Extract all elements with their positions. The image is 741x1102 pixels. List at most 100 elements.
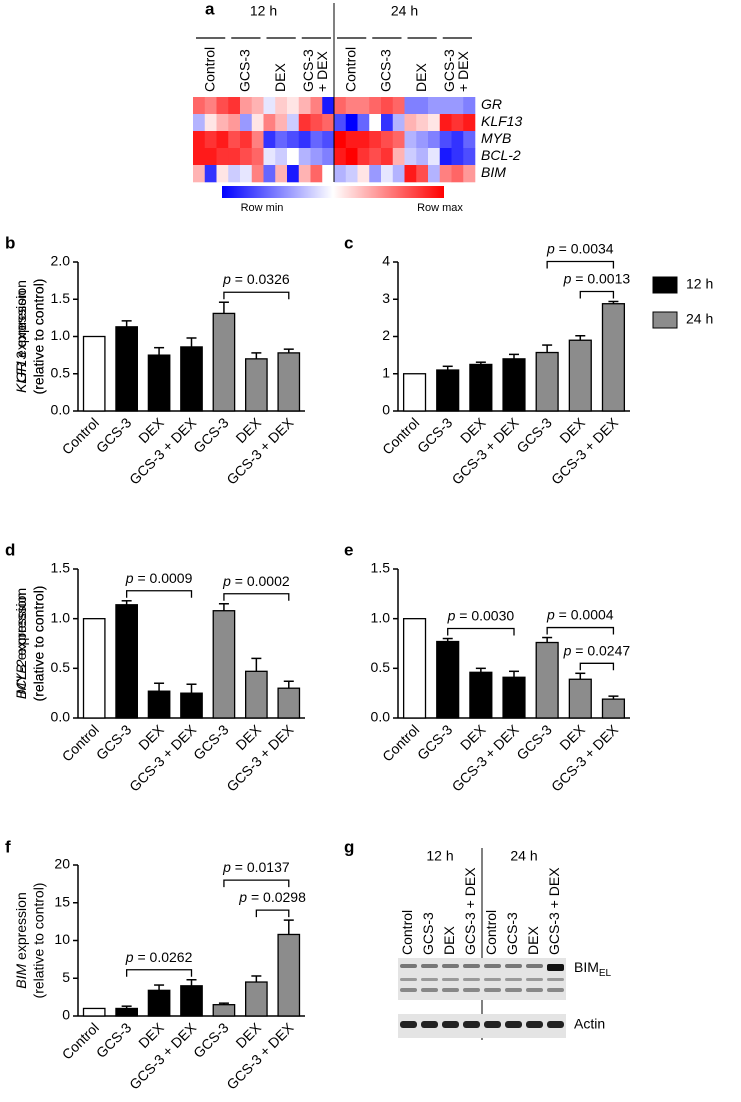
heatmap-cell xyxy=(369,114,382,132)
x-tick-label: Control xyxy=(379,721,422,764)
heatmap-cell xyxy=(287,165,300,183)
blot-band xyxy=(421,978,438,981)
x-tick-label: GCS-3 xyxy=(93,1019,135,1061)
blot-band xyxy=(526,978,543,981)
heatmap-cell xyxy=(369,165,382,183)
p-value: p = 0.0247 xyxy=(563,642,631,658)
row-label: MYB xyxy=(481,130,511,146)
heatmap-cell xyxy=(381,114,394,132)
time-label: 12 h xyxy=(250,3,277,19)
x-tick-label: Control xyxy=(59,721,102,764)
heatmap-cell xyxy=(193,148,206,166)
heatmap-cell xyxy=(439,114,452,132)
heatmap-cell xyxy=(463,114,476,132)
heatmap-cell xyxy=(228,131,241,149)
heatmap-cell xyxy=(275,165,288,183)
significance-bracket xyxy=(125,590,193,598)
panel-letter: c xyxy=(344,233,353,252)
bar xyxy=(115,1007,138,1017)
group-label: DEX xyxy=(413,63,429,92)
bar xyxy=(212,610,236,719)
bar xyxy=(535,351,559,412)
colorbar-label: Row max xyxy=(417,202,463,214)
x-tick-label: GCS-3 xyxy=(414,721,456,763)
blot-band xyxy=(400,964,417,968)
y-tick-label: 20 xyxy=(54,856,70,872)
y-axis-label: (relative to control) xyxy=(31,279,47,395)
blot-band xyxy=(421,964,438,968)
heatmap-cell xyxy=(263,148,276,166)
panel-letter: b xyxy=(5,233,15,252)
bar xyxy=(82,618,106,719)
y-tick-label: 1.0 xyxy=(371,609,391,625)
y-axis-label-text: expression xyxy=(13,280,29,348)
y-tick-label: 1.5 xyxy=(371,560,391,576)
blot-band xyxy=(526,988,543,992)
heatmap-cell xyxy=(251,97,264,115)
heatmap-cell xyxy=(463,97,476,115)
heatmap-cell xyxy=(404,131,417,149)
band-label: Actin xyxy=(574,1016,605,1032)
p-value: p = 0.0004 xyxy=(546,606,614,622)
p-value: p = 0.0030 xyxy=(447,607,515,623)
significance-bracket xyxy=(125,969,193,977)
heatmap-cell xyxy=(439,131,452,149)
bar xyxy=(277,687,301,719)
heatmap-cell xyxy=(451,148,464,166)
significance-bracket xyxy=(223,291,290,300)
heatmap-cell xyxy=(310,97,323,115)
y-tick-label: 0.0 xyxy=(51,402,71,418)
blot-band xyxy=(505,978,522,981)
heatmap-cell xyxy=(416,148,429,166)
heatmap-cell xyxy=(193,131,206,149)
heatmap-cell xyxy=(381,148,394,166)
heatmap-cell xyxy=(287,97,300,115)
bar xyxy=(277,352,301,412)
bar xyxy=(82,335,106,412)
y-axis-label-text: expression xyxy=(13,593,29,661)
p-value: p = 0.0002 xyxy=(222,572,290,588)
heatmap-cell xyxy=(310,148,323,166)
heatmap-cell xyxy=(357,97,370,115)
heatmap-cell xyxy=(204,131,217,149)
significance-bracket xyxy=(223,593,290,601)
heatmap-cell xyxy=(451,114,464,132)
blot-band xyxy=(505,1021,522,1028)
heatmap-cell xyxy=(228,165,241,183)
heatmap-cell xyxy=(428,131,441,149)
heatmap-cell xyxy=(287,114,300,132)
heatmap-cell xyxy=(228,97,241,115)
bar xyxy=(180,346,203,412)
heatmap-cell xyxy=(345,131,358,149)
heatmap-cell xyxy=(334,148,347,166)
y-axis-label-text: expression xyxy=(13,588,29,656)
x-tick-label: GCS-3 xyxy=(93,414,135,456)
bar xyxy=(568,339,592,412)
heatmap-cell xyxy=(416,131,429,149)
y-axis-label: BIM expression xyxy=(13,892,29,988)
heatmap-cell xyxy=(369,131,382,149)
group-label: GCS-3 xyxy=(378,49,394,92)
heatmap-cell xyxy=(204,148,217,166)
y-tick-label: 1 xyxy=(382,364,390,380)
y-axis-label: BCL-2 expression xyxy=(13,588,29,699)
bar xyxy=(436,369,460,412)
blot-band xyxy=(400,988,417,992)
heatmap-cell xyxy=(416,97,429,115)
lane-label: GCS-3 xyxy=(420,912,436,955)
y-axis-label: (relative to control) xyxy=(31,586,47,702)
heatmap-cell xyxy=(228,114,241,132)
bar xyxy=(402,373,427,412)
heatmap-cell xyxy=(263,114,276,132)
p-value: p = 0.0298 xyxy=(238,889,306,905)
x-tick-label: GCS-3 xyxy=(93,721,135,763)
heatmap-cell xyxy=(439,165,452,183)
gene-name: MYB xyxy=(13,664,29,694)
heatmap-cell xyxy=(310,131,323,149)
panel-letter: d xyxy=(5,540,15,559)
heatmap-cell xyxy=(298,114,311,132)
heatmap-cell xyxy=(416,114,429,132)
bar xyxy=(147,354,171,412)
blot-band xyxy=(442,978,459,981)
group-label: GCS-3 xyxy=(300,49,316,92)
